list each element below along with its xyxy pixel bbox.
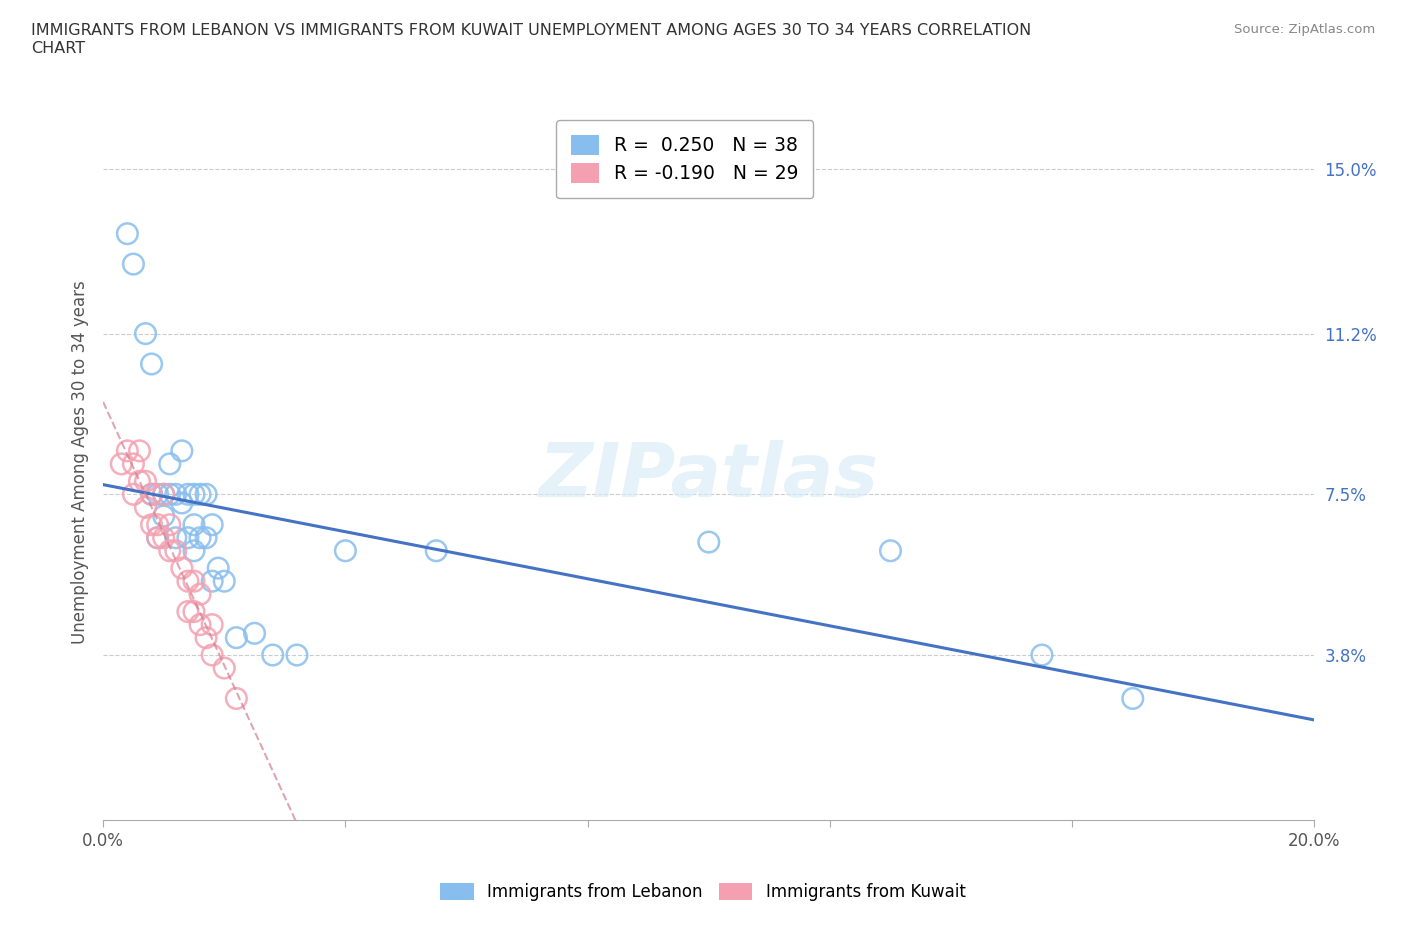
Point — [165, 530, 187, 545]
Point — [879, 543, 901, 558]
Point — [159, 543, 181, 558]
Point — [697, 535, 720, 550]
Point — [146, 487, 169, 502]
Point — [152, 487, 174, 502]
Legend: R =  0.250   N = 38, R = -0.190   N = 29: R = 0.250 N = 38, R = -0.190 N = 29 — [555, 120, 814, 198]
Legend: Immigrants from Lebanon, Immigrants from Kuwait: Immigrants from Lebanon, Immigrants from… — [433, 876, 973, 908]
Point — [177, 604, 200, 619]
Point — [122, 487, 145, 502]
Point — [128, 444, 150, 458]
Point — [135, 500, 157, 515]
Point — [110, 457, 132, 472]
Point — [188, 487, 211, 502]
Point — [188, 530, 211, 545]
Point — [262, 647, 284, 662]
Point — [201, 517, 224, 532]
Point — [170, 444, 193, 458]
Point — [146, 530, 169, 545]
Point — [201, 574, 224, 589]
Point — [214, 574, 236, 589]
Point — [225, 691, 247, 706]
Point — [159, 487, 181, 502]
Point — [195, 631, 218, 645]
Point — [141, 487, 163, 502]
Text: Source: ZipAtlas.com: Source: ZipAtlas.com — [1234, 23, 1375, 36]
Point — [159, 517, 181, 532]
Point — [177, 487, 200, 502]
Point — [225, 631, 247, 645]
Y-axis label: Unemployment Among Ages 30 to 34 years: Unemployment Among Ages 30 to 34 years — [72, 280, 89, 644]
Point — [183, 543, 205, 558]
Point — [188, 587, 211, 602]
Point — [1031, 647, 1053, 662]
Point — [1122, 691, 1144, 706]
Point — [117, 444, 139, 458]
Point — [195, 530, 218, 545]
Point — [146, 530, 169, 545]
Point — [152, 530, 174, 545]
Point — [195, 487, 218, 502]
Point — [177, 574, 200, 589]
Point — [165, 543, 187, 558]
Point — [183, 574, 205, 589]
Text: ZIPatlas: ZIPatlas — [538, 440, 879, 512]
Point — [146, 517, 169, 532]
Point — [188, 618, 211, 632]
Point — [214, 660, 236, 675]
Point — [141, 487, 163, 502]
Point — [165, 487, 187, 502]
Point — [122, 257, 145, 272]
Point — [122, 457, 145, 472]
Point — [201, 647, 224, 662]
Text: IMMIGRANTS FROM LEBANON VS IMMIGRANTS FROM KUWAIT UNEMPLOYMENT AMONG AGES 30 TO : IMMIGRANTS FROM LEBANON VS IMMIGRANTS FR… — [31, 23, 1031, 56]
Point — [285, 647, 308, 662]
Point — [207, 561, 229, 576]
Point — [141, 356, 163, 371]
Point — [335, 543, 357, 558]
Point — [170, 561, 193, 576]
Point — [152, 487, 174, 502]
Point — [170, 496, 193, 511]
Point — [243, 626, 266, 641]
Point — [117, 226, 139, 241]
Point — [177, 530, 200, 545]
Point — [152, 509, 174, 524]
Point — [141, 517, 163, 532]
Point — [183, 604, 205, 619]
Point — [135, 326, 157, 341]
Point — [183, 517, 205, 532]
Point — [201, 618, 224, 632]
Point — [183, 487, 205, 502]
Point — [135, 473, 157, 488]
Point — [128, 473, 150, 488]
Point — [159, 457, 181, 472]
Point — [425, 543, 447, 558]
